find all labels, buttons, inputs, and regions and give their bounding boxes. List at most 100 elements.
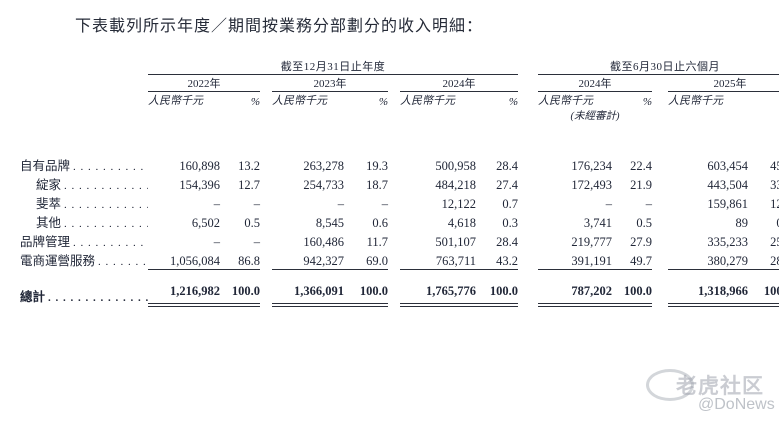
cell-amount: – xyxy=(213,197,220,211)
year-2024: 2024年 xyxy=(400,74,518,92)
row-label: 其他 xyxy=(36,216,62,230)
cell-percent: 100.0 xyxy=(220,269,260,307)
table-row-others: 其他. . . . . . . . . . . . . . . . . . . … xyxy=(20,212,779,231)
leader-dots: . . . . . . . . . . . . . . . . . . . . … xyxy=(64,180,148,192)
cell-percent: 27.4 xyxy=(496,178,518,192)
cell-percent: 21.9 xyxy=(630,178,652,192)
cell-amount: 172,493 xyxy=(571,178,612,192)
unit-label: 人民幣千元 xyxy=(272,95,327,107)
cell-percent: 0.0 xyxy=(748,212,779,231)
table-row-total: 總計. . . . . . . . . . . . . . . . . . . … xyxy=(20,269,779,307)
row-label: 斐萃 xyxy=(36,197,62,211)
table-row-feicui: 斐萃. . . . . . . . . . . . . . . . . . . … xyxy=(20,193,779,212)
cell-amount: 942,327 xyxy=(272,250,344,270)
cell-percent: – xyxy=(253,235,260,249)
cell-amount: 1,366,091 xyxy=(272,269,344,307)
header-period-groups: 截至12月31日止年度 截至6月30日止六個月 xyxy=(20,58,779,75)
leader-dots: . . . . . . . . . . . . . . . . . . . . … xyxy=(48,291,148,304)
cell-amount: 8,545 xyxy=(315,216,344,230)
watermark-community-label: 老虎社区 xyxy=(676,375,764,398)
year-2024-interim: 2024年 xyxy=(538,74,652,92)
percent-label: % xyxy=(748,92,779,109)
cell-amount: 500,958 xyxy=(435,159,476,173)
table-row-ecommerce-services: 電商運營服務. . . . . . . . . . . . . . . . . … xyxy=(20,250,779,270)
cell-percent: 28.8 xyxy=(748,250,779,270)
cell-amount: 254,733 xyxy=(303,178,344,192)
cell-percent: 25.4 xyxy=(770,235,779,249)
cell-amount: 335,233 xyxy=(707,235,748,249)
cell-percent: 0.7 xyxy=(502,197,518,211)
cell-percent: 100.0 xyxy=(476,269,518,307)
cell-percent: 27.9 xyxy=(630,235,652,249)
cell-amount: – xyxy=(605,197,612,211)
cell-amount: 380,279 xyxy=(668,250,748,270)
watermark-handle-label: @DoNews xyxy=(698,396,775,413)
cell-percent: – xyxy=(253,197,260,211)
row-label: 自有品牌 xyxy=(20,159,71,173)
unaudited-note: (未經審計) xyxy=(570,111,620,122)
cell-percent: 18.7 xyxy=(366,178,388,192)
cell-percent: 100.0 xyxy=(344,269,388,307)
percent-label: % xyxy=(508,96,518,108)
cell-percent: 49.7 xyxy=(612,250,652,270)
page-title: 下表載列所示年度／期間按業務分部劃分的收入明細： xyxy=(75,18,484,35)
cell-amount: 501,107 xyxy=(435,235,476,249)
cell-amount: 763,711 xyxy=(400,250,476,270)
unit-label: 人民幣千元 xyxy=(668,95,723,107)
cell-percent: 0.3 xyxy=(502,216,518,230)
cell-percent: – xyxy=(381,197,388,211)
cell-percent: 100.0 xyxy=(748,269,779,307)
spacer-row xyxy=(20,123,779,155)
cell-amount: 1,765,776 xyxy=(400,269,476,307)
period-group-interim: 截至6月30日止六個月 xyxy=(538,58,779,75)
header-years: 2022年 2023年 2024年 2024年 2025年 xyxy=(20,74,779,92)
cell-percent: 0.6 xyxy=(372,216,388,230)
cell-amount: 263,278 xyxy=(303,159,344,173)
cell-percent: 0.5 xyxy=(636,216,652,230)
unit-label: 人民幣千元 xyxy=(538,95,593,107)
cell-percent: – xyxy=(645,197,652,211)
cell-amount: 3,741 xyxy=(583,216,612,230)
cell-percent: 12.1 xyxy=(770,197,779,211)
leader-dots: . . . . . . . . . . . . . . . . . . . . … xyxy=(73,237,148,249)
cell-percent: 0.5 xyxy=(244,216,260,230)
cell-percent: 69.0 xyxy=(344,250,388,270)
cell-amount: 391,191 xyxy=(538,250,612,270)
cell-amount: 160,486 xyxy=(303,235,344,249)
row-label: 電商運營服務 xyxy=(20,254,96,268)
cell-percent: 28.4 xyxy=(496,235,518,249)
cell-amount: 219,777 xyxy=(571,235,612,249)
cell-amount: 4,618 xyxy=(447,216,476,230)
cell-amount: 154,396 xyxy=(179,178,220,192)
percent-label: % xyxy=(250,96,260,108)
percent-label: % xyxy=(642,96,652,108)
cell-amount: 787,202 xyxy=(538,269,612,307)
year-2025-interim: 2025年 xyxy=(668,74,779,92)
cell-amount: 1,056,084 xyxy=(148,250,220,270)
cell-amount: 603,454 xyxy=(707,159,748,173)
cell-amount: – xyxy=(213,235,220,249)
leader-dots: . . . . . . . . . . . . . . . . . . . . … xyxy=(64,199,148,211)
cell-percent: 86.8 xyxy=(220,250,260,270)
cell-amount: 160,898 xyxy=(179,159,220,173)
cell-amount: 159,861 xyxy=(707,197,748,211)
period-group-annual: 截至12月31日止年度 xyxy=(148,58,518,75)
cell-percent: 43.2 xyxy=(476,250,518,270)
cell-amount: 176,234 xyxy=(571,159,612,173)
leader-dots: . . . . . . . . . . . . . . . . . . . . … xyxy=(98,256,148,268)
cell-percent: 12.7 xyxy=(238,178,260,192)
revenue-breakdown-table: 截至12月31日止年度 截至6月30日止六個月 2022年 2023年 2024… xyxy=(20,58,779,307)
cell-amount: 6,502 xyxy=(191,216,220,230)
row-label: 品牌管理 xyxy=(20,235,71,249)
row-label: 綻家 xyxy=(36,178,62,192)
header-unaudited: (未經審計) xyxy=(20,108,779,123)
row-label: 總計 xyxy=(20,289,46,304)
cell-percent: 19.3 xyxy=(366,159,388,173)
cell-percent: 28.4 xyxy=(496,159,518,173)
cell-percent: 11.7 xyxy=(366,235,388,249)
table-row-zhanjia: 綻家. . . . . . . . . . . . . . . . . . . … xyxy=(20,174,779,193)
year-2023: 2023年 xyxy=(272,74,388,92)
leader-dots: . . . . . . . . . . . . . . . . . . . . … xyxy=(64,218,148,230)
cell-amount: – xyxy=(337,197,344,211)
